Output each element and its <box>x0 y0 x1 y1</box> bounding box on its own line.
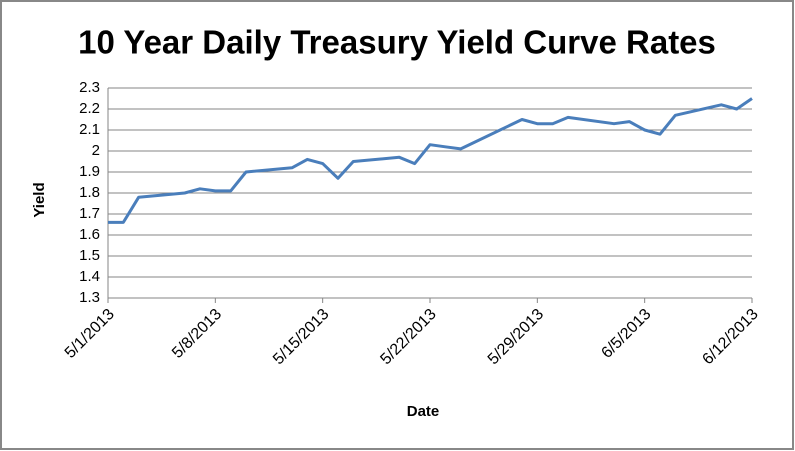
y-tick-label: 1.6 <box>79 226 100 243</box>
x-axis-label: Date <box>407 403 440 420</box>
y-tick-label: 1.3 <box>79 289 100 306</box>
y-tick-label: 1.4 <box>79 268 100 285</box>
y-tick-label: 1.8 <box>79 184 100 201</box>
y-tick-label: 1.5 <box>79 247 100 264</box>
y-tick-label: 2.3 <box>79 79 100 96</box>
y-tick-label: 2 <box>92 142 100 159</box>
y-tick-label: 1.7 <box>79 205 100 222</box>
y-tick-label: 1.9 <box>79 163 100 180</box>
data-line <box>108 97 753 224</box>
y-tick-label: 2.1 <box>79 121 100 138</box>
y-tick-label: 2.2 <box>79 100 100 117</box>
chart-title: 10 Year Daily Treasury Yield Curve Rates <box>78 24 716 61</box>
y-axis-label: Yield <box>31 182 48 217</box>
